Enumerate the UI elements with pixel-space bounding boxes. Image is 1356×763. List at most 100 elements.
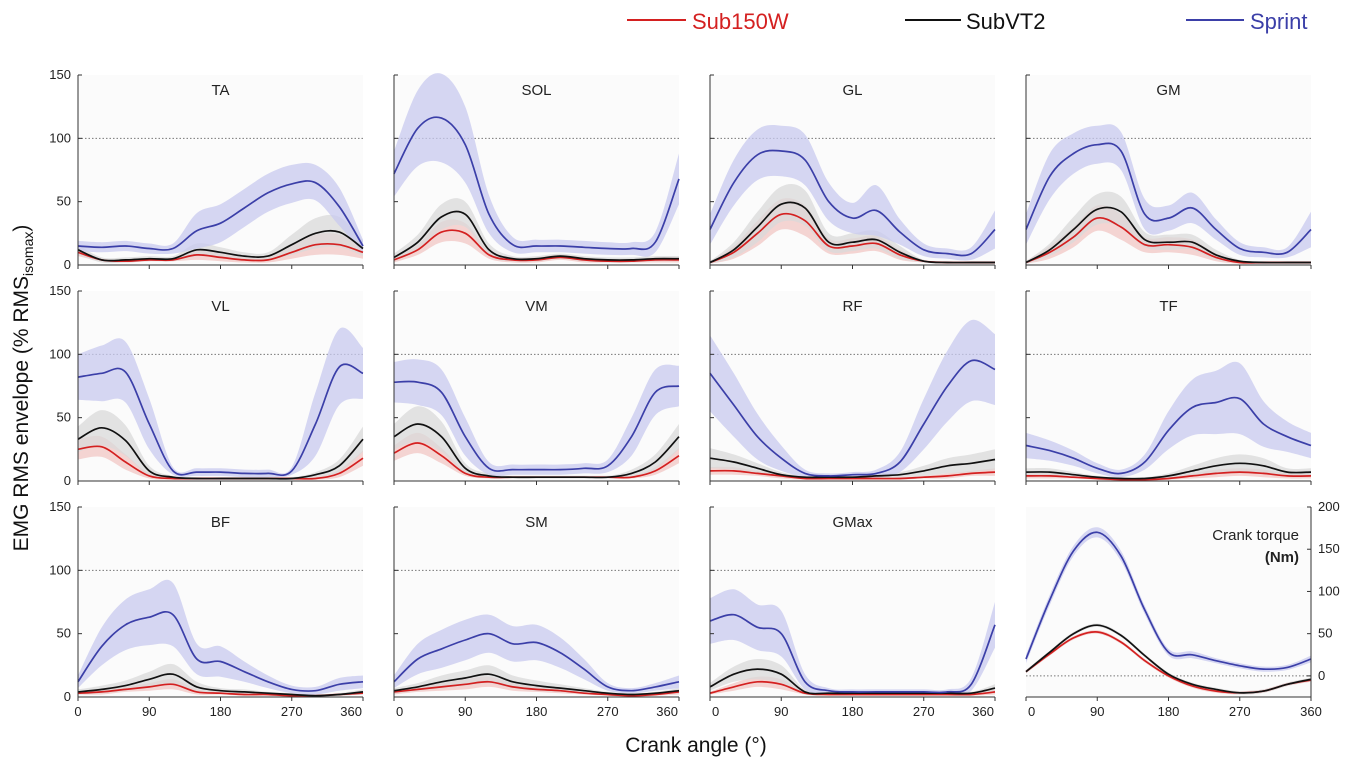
panel-crank-torque-x-tick-label-270: 270 (1229, 704, 1251, 719)
panel-vl-y-tick-label-100: 100 (49, 346, 71, 361)
panel-crank-torque-y-tick-label-150: 150 (1318, 541, 1340, 556)
panel-crank-torque-line-subvt2 (1025, 624, 1312, 694)
panel-sm-x-tick-label-360: 360 (656, 704, 678, 719)
panel-sm-x-tick-label-0: 0 (396, 704, 403, 719)
panel-bf-y-tick-label-0: 0 (64, 689, 71, 704)
panel-bf-band-sprint (78, 579, 363, 695)
panel-gmax-x-tick-label-0: 0 (712, 704, 719, 719)
panel-gm: GM (1025, 74, 1312, 269)
panel-sol: SOL (393, 73, 680, 269)
panel-vm: VM (393, 290, 680, 485)
panel-rf-band-sprint (710, 319, 995, 479)
panel-gl-line-subvt2 (709, 201, 995, 264)
panel-crank-torque-y-tick-label-50: 50 (1318, 626, 1332, 641)
panel-vl-y-tick-label-0: 0 (64, 473, 71, 488)
panel-rf-line-sub150w (709, 469, 996, 480)
panel-sol-band-sub150w (394, 219, 679, 263)
panel-tf-line-sub150w (1025, 471, 1312, 481)
legend: Sub150W SubVT2 Sprint (627, 9, 1307, 34)
panel-tf: TF (1025, 290, 1312, 485)
panel-bf-y-tick-label-150: 150 (49, 499, 71, 514)
panel-vm-line-subvt2 (393, 423, 680, 479)
panel-rf-line-subvt2 (709, 457, 996, 479)
panel-gl-band-sprint (710, 125, 995, 261)
panel-ta-band-subvt2 (78, 214, 363, 264)
panel-gmax: 0 90 180 270 360 GMax (709, 506, 996, 719)
panel-vm-band-sprint (394, 359, 679, 477)
panel-bf-title: BF (211, 514, 230, 531)
panel-sm-x-tick-label-270: 270 (597, 704, 619, 719)
panel-tf-line-subvt2 (1025, 462, 1312, 480)
panel-gmax-band-sprint (710, 589, 995, 696)
panel-sm-title: SM (525, 514, 548, 531)
panel-tf-background (1026, 291, 1311, 481)
panel-crank-torque-unit: (Nm) (1265, 549, 1299, 566)
panel-sm-x-tick-label-90: 90 (458, 704, 472, 719)
panel-crank-torque-x-tick-label-180: 180 (1158, 704, 1180, 719)
panel-ta-line-sprint (77, 180, 364, 251)
panel-sol-line-sub150w (393, 229, 680, 263)
panel-bf-y-tick-label-100: 100 (49, 562, 71, 577)
panel-sm-band-sprint (394, 614, 679, 694)
panel-ta-line-subvt2 (77, 229, 364, 262)
panel-bf-x-tick-label-0: 0 (74, 704, 81, 719)
y-axis-label: EMG RMS envelope (% RMSisomax) (10, 225, 36, 552)
panel-sol-band-sprint (394, 73, 679, 257)
panel-vl: 0 50 100 150 VL (49, 283, 364, 488)
panel-ta-y-tick-label-100: 100 (49, 130, 71, 145)
panel-sm: 0 90 180 270 360 SM (393, 506, 680, 719)
panel-bf-x-tick-label-360: 360 (340, 704, 362, 719)
panel-tf-title: TF (1159, 298, 1177, 315)
panel-vl-band-subvt2 (78, 410, 363, 480)
panel-bf-x-tick-label-180: 180 (210, 704, 232, 719)
panel-gm-band-sprint (1026, 124, 1311, 259)
panel-tf-band-sprint (1026, 361, 1311, 478)
panel-ta: 0 50 100 150 TA (49, 67, 364, 272)
panel-gmax-line-sprint (709, 613, 996, 694)
panel-tf-band-subvt2 (1026, 454, 1311, 480)
panel-sm-line-sprint (393, 632, 680, 692)
panel-ta-line-sub150w (77, 242, 364, 263)
panel-gl: GL (709, 74, 996, 269)
panel-ta-band-sprint (78, 162, 363, 255)
panel-bf-line-subvt2 (77, 673, 364, 697)
panel-crank-torque-x-tick-label-360: 360 (1300, 704, 1322, 719)
panel-gl-line-sprint (709, 149, 996, 257)
panel-ta-title: TA (211, 82, 229, 99)
panel-gm-title: GM (1156, 82, 1180, 99)
panel-sm-line-subvt2 (393, 673, 680, 696)
panel-sm-x-tick-label-180: 180 (526, 704, 548, 719)
panel-bf-line-sprint (77, 611, 364, 692)
panel-vl-y-tick-label-150: 150 (49, 283, 71, 298)
panel-gmax-band-subvt2 (710, 658, 995, 696)
panel-ta-y-tick-label-150: 150 (49, 67, 71, 82)
panel-gmax-line-sub150w (709, 680, 996, 696)
panel-gmax-x-tick-label-270: 270 (913, 704, 935, 719)
panel-vm-line-sprint (393, 380, 680, 472)
panel-vl-band-sprint (78, 327, 363, 478)
panel-crank-torque: 0 90 180 270 360 0 50 100 150 200 Crank torque (Nm) (1025, 499, 1340, 719)
panel-rf-line-sprint (709, 359, 996, 477)
panel-sol-line-subvt2 (393, 210, 680, 261)
panel-gmax-x-tick-label-360: 360 (972, 704, 994, 719)
panel-gmax-line-subvt2 (709, 668, 996, 695)
panel-vl-title: VL (211, 298, 229, 315)
panel-bf-y-tick-label-50: 50 (57, 626, 71, 641)
panel-bf-band-subvt2 (78, 663, 363, 697)
panel-gmax-x-tick-label-180: 180 (842, 704, 864, 719)
panel-gm-line-sprint (1025, 142, 1312, 256)
panel-crank-torque-x-tick-label-90: 90 (1090, 704, 1104, 719)
x-axis-label: Crank angle (°) (625, 734, 766, 757)
panel-vl-y-tick-label-50: 50 (57, 410, 71, 425)
panel-gmax-x-tick-label-90: 90 (774, 704, 788, 719)
panel-vl-line-sprint (77, 363, 364, 477)
panel-tf-line-sprint (1025, 396, 1312, 475)
panel-vm-title: VM (525, 298, 548, 315)
legend-label-sub150w: Sub150W (692, 9, 789, 34)
panel-rf-title: RF (843, 298, 863, 315)
panel-sol-line-sprint (393, 116, 680, 251)
panel-crank-torque-x-tick-label-0: 0 (1028, 704, 1035, 719)
panel-ta-y-tick-label-50: 50 (57, 194, 71, 209)
panel-crank-torque-background (1026, 507, 1311, 697)
